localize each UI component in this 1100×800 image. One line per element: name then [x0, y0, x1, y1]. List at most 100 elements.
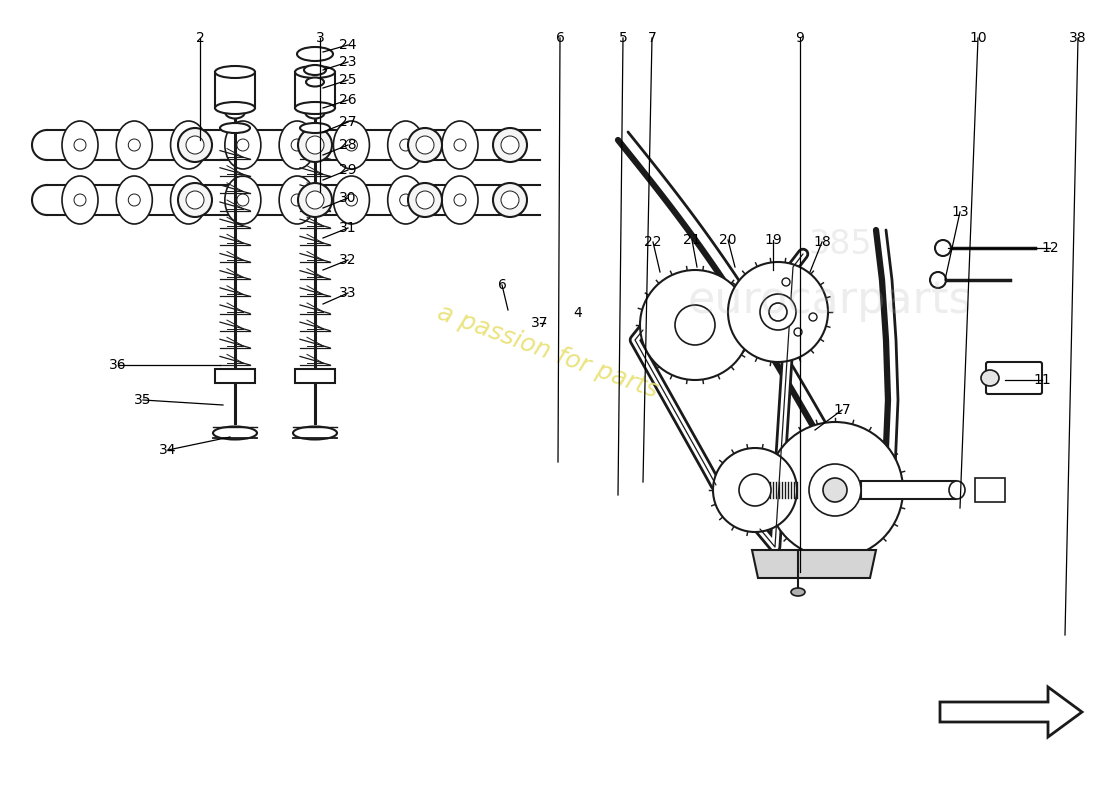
- Ellipse shape: [214, 66, 255, 78]
- Circle shape: [728, 262, 828, 362]
- Text: 30: 30: [339, 191, 356, 205]
- Circle shape: [794, 328, 802, 336]
- Ellipse shape: [170, 121, 207, 169]
- Ellipse shape: [62, 176, 98, 224]
- Bar: [295, 369, 336, 383]
- Text: 27: 27: [339, 115, 356, 129]
- Ellipse shape: [74, 139, 86, 151]
- Text: 5: 5: [618, 31, 627, 45]
- Ellipse shape: [186, 191, 204, 209]
- Circle shape: [823, 478, 847, 502]
- Text: 23: 23: [339, 55, 356, 69]
- Ellipse shape: [949, 481, 965, 499]
- Ellipse shape: [170, 176, 207, 224]
- Ellipse shape: [178, 128, 212, 162]
- Ellipse shape: [442, 176, 478, 224]
- Ellipse shape: [300, 123, 330, 133]
- Text: 35: 35: [134, 393, 152, 407]
- Circle shape: [760, 294, 796, 330]
- Text: 31: 31: [339, 221, 356, 235]
- Text: 385: 385: [808, 229, 872, 262]
- Ellipse shape: [416, 136, 434, 154]
- Ellipse shape: [279, 176, 315, 224]
- Ellipse shape: [305, 106, 324, 118]
- Ellipse shape: [293, 426, 337, 439]
- Ellipse shape: [791, 588, 805, 596]
- Text: 17: 17: [833, 403, 850, 417]
- Text: 19: 19: [764, 233, 782, 247]
- Ellipse shape: [306, 78, 324, 86]
- Ellipse shape: [935, 240, 952, 256]
- Ellipse shape: [298, 128, 332, 162]
- Ellipse shape: [500, 136, 519, 154]
- Ellipse shape: [292, 194, 304, 206]
- Text: 3: 3: [316, 31, 324, 45]
- Ellipse shape: [387, 121, 424, 169]
- Polygon shape: [940, 687, 1082, 737]
- Ellipse shape: [304, 65, 326, 75]
- Text: 6: 6: [497, 278, 506, 292]
- Ellipse shape: [981, 370, 999, 386]
- Ellipse shape: [186, 136, 204, 154]
- Ellipse shape: [117, 176, 152, 224]
- Text: 22: 22: [645, 235, 662, 249]
- Ellipse shape: [298, 183, 332, 217]
- Ellipse shape: [183, 194, 195, 206]
- Text: 4: 4: [573, 306, 582, 320]
- Text: 9: 9: [795, 31, 804, 45]
- Text: 18: 18: [813, 235, 830, 249]
- Ellipse shape: [345, 139, 358, 151]
- Text: 38: 38: [1069, 31, 1087, 45]
- Text: 33: 33: [339, 286, 356, 300]
- Ellipse shape: [295, 102, 336, 114]
- Ellipse shape: [399, 139, 411, 151]
- Ellipse shape: [224, 121, 261, 169]
- Ellipse shape: [333, 121, 370, 169]
- Ellipse shape: [224, 176, 261, 224]
- Text: 11: 11: [1033, 373, 1050, 387]
- Ellipse shape: [226, 106, 245, 118]
- Text: 36: 36: [109, 358, 126, 372]
- Ellipse shape: [292, 139, 304, 151]
- Circle shape: [675, 305, 715, 345]
- Ellipse shape: [500, 191, 519, 209]
- Ellipse shape: [345, 194, 358, 206]
- Ellipse shape: [408, 128, 442, 162]
- Ellipse shape: [213, 426, 257, 439]
- Polygon shape: [752, 550, 876, 578]
- Text: 6: 6: [556, 31, 564, 45]
- Text: 7: 7: [648, 31, 657, 45]
- Ellipse shape: [493, 183, 527, 217]
- Bar: [295, 72, 336, 108]
- Circle shape: [808, 464, 861, 516]
- Ellipse shape: [295, 66, 336, 78]
- Text: 32: 32: [339, 253, 356, 267]
- Text: 26: 26: [339, 93, 356, 107]
- Circle shape: [808, 313, 817, 321]
- Text: 10: 10: [969, 31, 987, 45]
- Text: eurocarparts: eurocarparts: [688, 278, 972, 322]
- Ellipse shape: [129, 194, 141, 206]
- Ellipse shape: [220, 123, 250, 133]
- Ellipse shape: [333, 176, 370, 224]
- Ellipse shape: [62, 121, 98, 169]
- Ellipse shape: [178, 183, 212, 217]
- Circle shape: [769, 303, 786, 321]
- Circle shape: [713, 448, 798, 532]
- Ellipse shape: [297, 47, 333, 61]
- Text: 13: 13: [952, 205, 969, 219]
- Ellipse shape: [387, 176, 424, 224]
- Ellipse shape: [214, 102, 255, 114]
- Bar: [214, 72, 255, 108]
- Text: 2: 2: [196, 31, 205, 45]
- Ellipse shape: [399, 194, 411, 206]
- Text: 37: 37: [531, 316, 549, 330]
- Bar: [975, 478, 1005, 502]
- Ellipse shape: [117, 121, 152, 169]
- Ellipse shape: [930, 272, 946, 288]
- Text: 24: 24: [339, 38, 356, 52]
- Circle shape: [640, 270, 750, 380]
- Ellipse shape: [306, 191, 324, 209]
- Ellipse shape: [454, 194, 466, 206]
- Ellipse shape: [306, 136, 324, 154]
